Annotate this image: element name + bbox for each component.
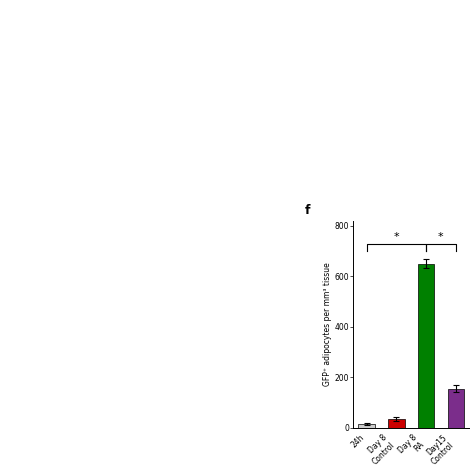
Bar	[418, 264, 434, 428]
Text: f: f	[304, 204, 310, 217]
Bar	[388, 419, 404, 428]
Y-axis label: GFP⁺ adipocytes per mm³ tissue: GFP⁺ adipocytes per mm³ tissue	[323, 262, 331, 386]
Bar	[447, 389, 464, 428]
Text: *: *	[438, 232, 444, 242]
Text: *: *	[393, 232, 399, 242]
Bar	[358, 424, 375, 428]
